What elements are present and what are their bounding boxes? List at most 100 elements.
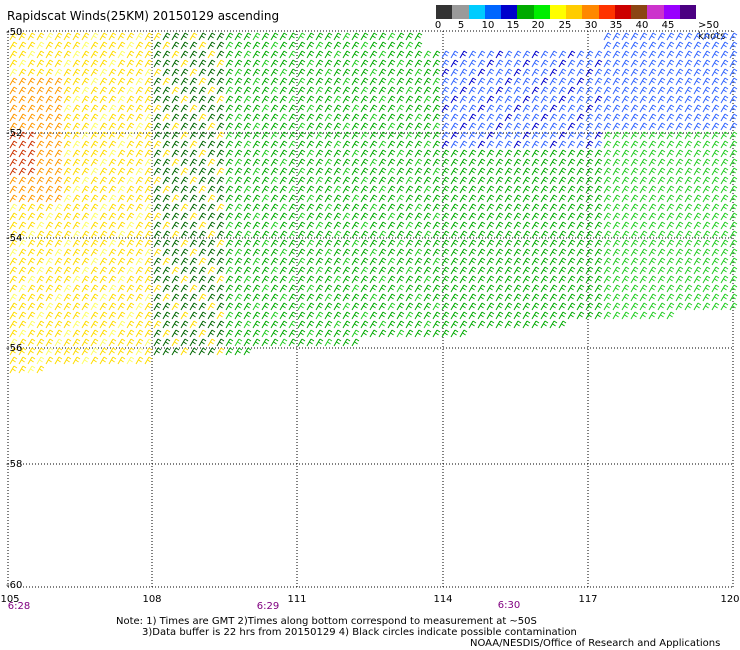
wind-barb: [297, 311, 306, 320]
wind-barb: [252, 266, 261, 275]
wind-barb: [279, 185, 288, 194]
wind-barb: [693, 122, 702, 131]
wind-barb: [288, 293, 297, 302]
wind-barb: [693, 275, 702, 284]
wind-barb: [432, 311, 441, 320]
wind-barb: [540, 257, 549, 266]
wind-barb: [585, 221, 594, 230]
wind-barb: [36, 320, 45, 329]
wind-barb: [333, 266, 342, 275]
wind-barb: [207, 320, 216, 329]
wind-barb: [405, 104, 414, 113]
wind-barb: [387, 158, 396, 167]
wind-barb: [441, 275, 450, 284]
wind-barb: [486, 131, 495, 140]
wind-barb: [630, 95, 639, 104]
wind-barb: [702, 248, 711, 257]
wind-barb: [72, 77, 81, 86]
wind-barb: [675, 50, 684, 59]
wind-barb: [252, 212, 261, 221]
wind-barb: [540, 59, 549, 68]
wind-barb: [423, 104, 432, 113]
wind-barb: [531, 86, 540, 95]
wind-barb: [207, 68, 216, 77]
wind-barb: [45, 140, 54, 149]
wind-barb: [630, 302, 639, 311]
wind-barb: [720, 194, 729, 203]
wind-barb: [441, 176, 450, 185]
wind-barb: [99, 338, 108, 347]
wind-barb: [603, 203, 612, 212]
wind-barb: [27, 95, 36, 104]
wind-barb: [540, 77, 549, 86]
wind-barb: [315, 239, 324, 248]
wind-barb: [108, 77, 117, 86]
wind-barb: [648, 248, 657, 257]
wind-barb: [540, 68, 549, 77]
wind-barb: [234, 239, 243, 248]
wind-barb: [72, 194, 81, 203]
wind-barb: [657, 284, 666, 293]
wind-barb: [207, 248, 216, 257]
wind-barb: [450, 266, 459, 275]
wind-barb: [657, 248, 666, 257]
wind-barb: [234, 50, 243, 59]
wind-barb: [459, 131, 468, 140]
wind-barb: [252, 149, 261, 158]
wind-barb: [324, 50, 333, 59]
wind-barb: [243, 293, 252, 302]
wind-barb: [468, 149, 477, 158]
wind-barb: [315, 77, 324, 86]
wind-barb: [18, 365, 27, 374]
wind-barb: [81, 320, 90, 329]
wind-barb: [297, 158, 306, 167]
wind-barb: [270, 86, 279, 95]
wind-barb: [369, 320, 378, 329]
wind-barb: [423, 158, 432, 167]
wind-barb: [693, 131, 702, 140]
wind-barb: [225, 275, 234, 284]
wind-barb: [675, 140, 684, 149]
wind-barb: [423, 185, 432, 194]
wind-barb: [657, 266, 666, 275]
wind-barb: [360, 284, 369, 293]
wind-barb: [531, 59, 540, 68]
legend-swatch: [549, 5, 566, 19]
wind-barb: [45, 194, 54, 203]
wind-barb: [27, 167, 36, 176]
wind-barb: [216, 257, 225, 266]
wind-barb: [117, 113, 126, 122]
wind-barb: [666, 140, 675, 149]
wind-barb: [513, 149, 522, 158]
wind-barb: [243, 203, 252, 212]
wind-barb: [567, 167, 576, 176]
wind-barb: [162, 248, 171, 257]
wind-barb: [99, 284, 108, 293]
wind-barb: [225, 212, 234, 221]
wind-barb: [630, 212, 639, 221]
wind-barb: [27, 320, 36, 329]
wind-barb: [315, 113, 324, 122]
wind-barb: [144, 221, 153, 230]
wind-barb: [648, 149, 657, 158]
wind-barb: [189, 248, 198, 257]
wind-barb: [117, 185, 126, 194]
wind-barb: [243, 311, 252, 320]
wind-barb: [423, 284, 432, 293]
wind-barb: [603, 158, 612, 167]
wind-barb: [216, 104, 225, 113]
wind-barb: [117, 356, 126, 365]
wind-barb: [171, 230, 180, 239]
wind-barb: [99, 248, 108, 257]
wind-barb: [450, 293, 459, 302]
wind-barb: [450, 68, 459, 77]
wind-barb: [54, 293, 63, 302]
wind-barb: [18, 275, 27, 284]
wind-barb: [324, 320, 333, 329]
wind-barb: [45, 302, 54, 311]
wind-barb: [360, 230, 369, 239]
wind-barb: [261, 149, 270, 158]
wind-barb: [54, 41, 63, 50]
wind-barb: [720, 104, 729, 113]
wind-barb: [81, 59, 90, 68]
